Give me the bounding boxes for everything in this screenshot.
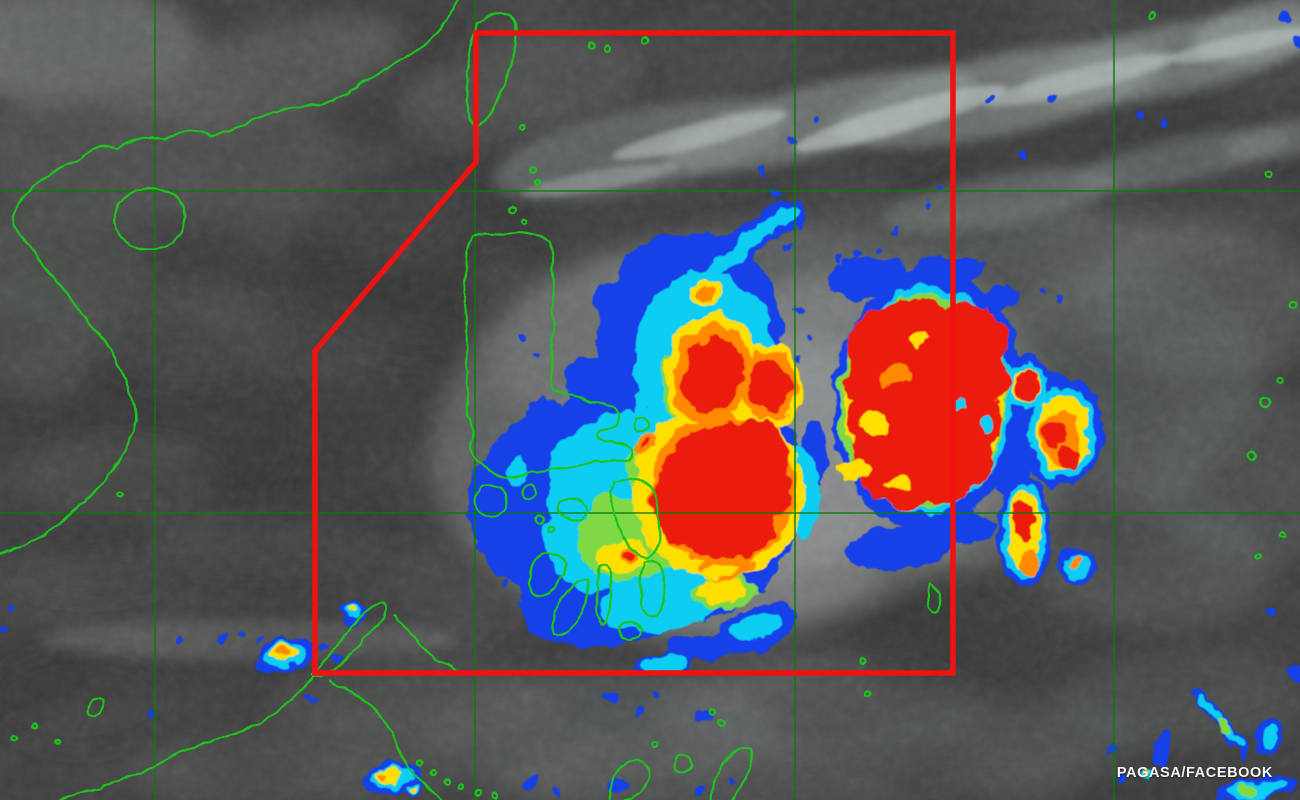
storm-ir-overlay bbox=[0, 13, 1300, 800]
mindanao-fragment-3 bbox=[672, 753, 694, 774]
taiwan-island bbox=[465, 12, 517, 129]
mindanao-fragment-2 bbox=[708, 747, 754, 800]
mindanao-fragment-1 bbox=[608, 760, 652, 800]
leyte bbox=[639, 559, 666, 618]
palawan bbox=[310, 600, 388, 678]
par-boundary bbox=[312, 30, 956, 676]
panay bbox=[527, 552, 568, 598]
masbate bbox=[556, 497, 590, 521]
sabah-east-coast bbox=[328, 679, 443, 800]
china-vietnam-coast bbox=[0, 0, 460, 556]
mindoro bbox=[473, 483, 509, 520]
attribution-label: PAGASA/FACEBOOK bbox=[1116, 765, 1273, 781]
ir-core-pockets bbox=[696, 333, 994, 580]
hainan-island bbox=[114, 188, 186, 251]
bohol bbox=[617, 620, 644, 641]
marinduque bbox=[520, 483, 538, 501]
ir-layer-red bbox=[623, 299, 1078, 562]
samar bbox=[609, 478, 662, 560]
spratly-reef bbox=[86, 696, 105, 718]
cebu bbox=[595, 563, 613, 626]
borneo-north-coast bbox=[58, 670, 317, 800]
negros bbox=[551, 578, 590, 638]
catanduanes bbox=[633, 417, 651, 433]
palawan-islets bbox=[392, 614, 459, 674]
luzon-island bbox=[463, 231, 634, 480]
island-chain-east bbox=[927, 582, 942, 614]
